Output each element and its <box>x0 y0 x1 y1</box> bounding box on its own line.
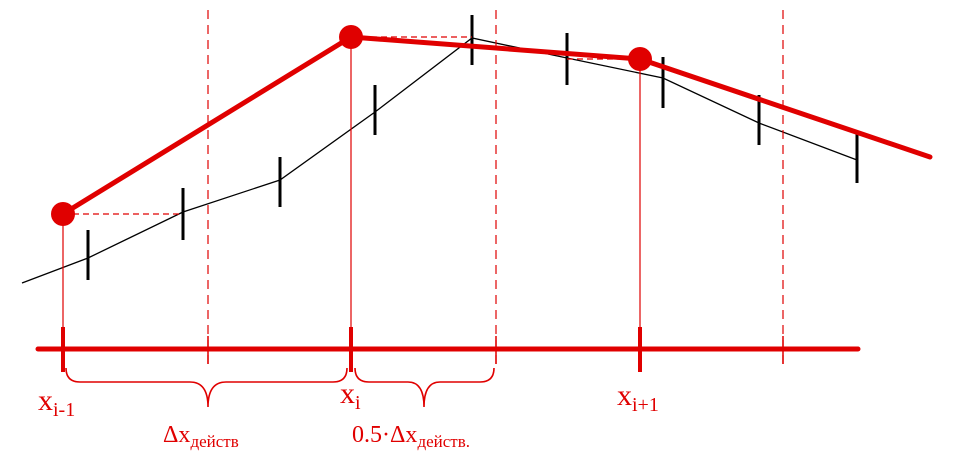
node-prev <box>51 202 75 226</box>
interpolated-curve <box>60 34 933 217</box>
node-drop-lines <box>62 37 641 349</box>
label-dx: Δxдейств <box>163 422 239 451</box>
node-next <box>628 47 652 71</box>
axis-ticks <box>61 327 784 372</box>
brace-half-dx <box>354 367 495 408</box>
brace-dx <box>65 367 348 408</box>
node-curr <box>339 25 363 49</box>
label-half-dx: 0.5·Δxдейств. <box>352 422 470 451</box>
braces <box>65 367 495 408</box>
label-x-next: xi+1 <box>617 379 659 416</box>
measured-ticks <box>86 15 859 280</box>
measured-curve <box>21 37 858 284</box>
cell-boundaries <box>207 10 784 365</box>
label-x-prev: xi-1 <box>38 384 75 421</box>
label-x-curr: xi <box>340 377 361 414</box>
nodes <box>51 25 652 226</box>
